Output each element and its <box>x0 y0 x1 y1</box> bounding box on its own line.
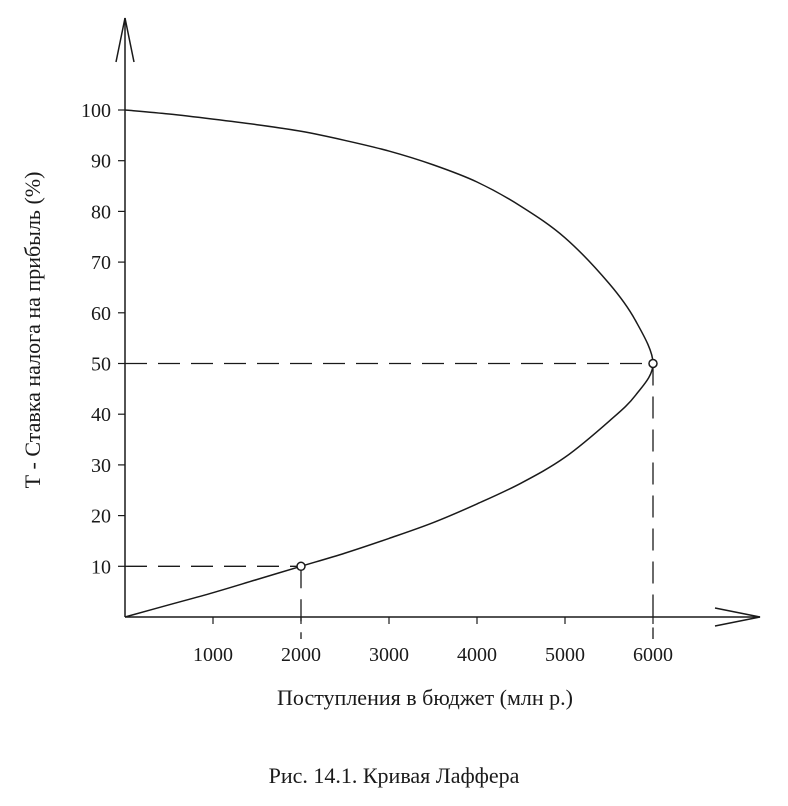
x-axis-arrow <box>714 607 761 627</box>
y-axis-title: Т - Ставка налога на прибыль (%) <box>20 172 45 489</box>
x-axis-title: Поступления в бюджет (млн р.) <box>277 685 573 710</box>
guide-lines <box>125 362 654 639</box>
y-tick-label: 80 <box>91 201 111 223</box>
y-ticks: 10 20 30 40 50 60 70 80 90 100 <box>81 100 125 578</box>
axes <box>115 17 761 627</box>
y-tick-label: 30 <box>91 455 111 477</box>
y-tick-label: 20 <box>91 506 111 528</box>
y-tick-label: 10 <box>91 556 111 578</box>
series-layer <box>124 109 658 618</box>
x-tick-label: 3000 <box>369 644 409 666</box>
x-tick-label: 4000 <box>457 644 497 666</box>
y-tick-label: 90 <box>91 151 111 173</box>
y-tick-label: 50 <box>91 354 111 376</box>
x-tick-label: 2000 <box>281 644 321 666</box>
figure-caption: Рис. 14.1. Кривая Лаффера <box>269 763 520 788</box>
x-ticks: 1000 2000 3000 4000 5000 6000 <box>193 617 673 666</box>
y-axis-arrow <box>115 17 135 63</box>
x-tick-label: 5000 <box>545 644 585 666</box>
y-tick-label: 60 <box>91 303 111 325</box>
y-tick-label: 100 <box>81 100 111 122</box>
highlighted-point <box>648 358 658 369</box>
y-tick-label: 40 <box>91 404 111 426</box>
y-tick-label: 70 <box>91 252 111 274</box>
x-tick-label: 1000 <box>193 644 233 666</box>
highlighted-point <box>296 561 306 572</box>
x-tick-label: 6000 <box>633 644 673 666</box>
